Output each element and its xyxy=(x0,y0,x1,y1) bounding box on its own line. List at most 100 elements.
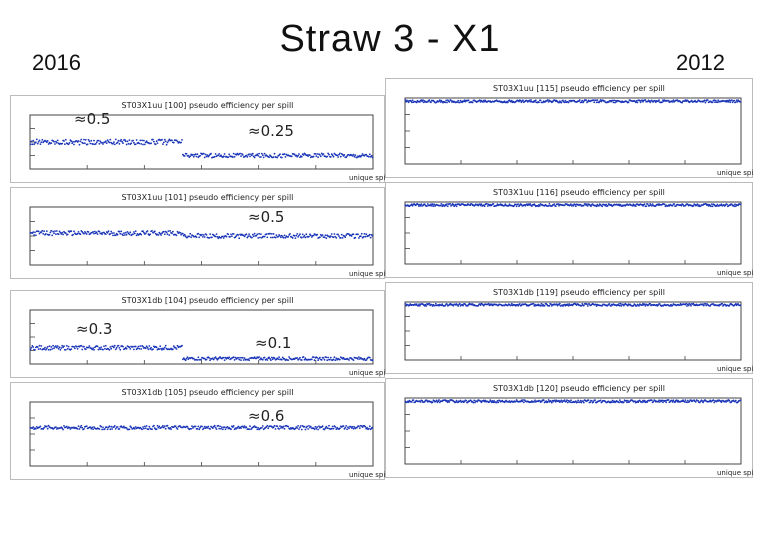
data-point xyxy=(158,348,161,350)
data-point xyxy=(298,428,300,430)
data-point xyxy=(370,154,373,157)
data-point xyxy=(265,233,268,235)
data-point xyxy=(184,235,187,238)
data-point xyxy=(514,203,517,206)
year-label-right: 2012 xyxy=(676,50,725,75)
data-point xyxy=(112,234,114,237)
data-point xyxy=(410,401,413,403)
data-point xyxy=(233,359,236,361)
data-point xyxy=(92,231,94,233)
data-point xyxy=(243,235,246,238)
data-point xyxy=(45,425,48,428)
data-point xyxy=(354,236,357,239)
data-point xyxy=(443,205,446,207)
data-point xyxy=(256,428,259,431)
data-point xyxy=(611,399,614,402)
data-point xyxy=(165,143,168,146)
data-point xyxy=(428,302,431,305)
data-point xyxy=(108,349,111,351)
data-point xyxy=(486,203,488,205)
data-point xyxy=(482,304,485,307)
data-point xyxy=(430,303,433,306)
data-point xyxy=(329,235,332,237)
data-point xyxy=(120,138,123,141)
data-point xyxy=(335,428,338,430)
chart-panel-2012-120: ST03X1db [120] pseudo efficiency per spi… xyxy=(385,378,753,478)
data-point xyxy=(456,101,459,103)
data-point xyxy=(686,401,688,404)
data-point xyxy=(39,143,42,145)
data-point xyxy=(440,203,443,205)
data-point xyxy=(151,230,153,232)
data-point xyxy=(29,348,32,351)
data-point xyxy=(346,428,348,431)
data-point xyxy=(414,204,417,207)
data-point xyxy=(242,359,245,361)
data-point xyxy=(518,204,521,207)
data-point xyxy=(202,236,204,238)
data-point xyxy=(533,305,536,307)
data-point xyxy=(32,426,35,428)
data-point xyxy=(622,401,625,403)
data-point xyxy=(221,235,224,238)
data-point xyxy=(229,236,232,238)
data-point xyxy=(279,425,281,427)
data-point xyxy=(227,233,230,236)
data-point xyxy=(205,234,208,236)
data-point xyxy=(564,99,567,102)
data-point xyxy=(252,235,255,238)
data-point xyxy=(235,153,238,156)
data-point xyxy=(143,425,146,428)
data-point xyxy=(450,99,452,102)
year-label-left: 2016 xyxy=(32,50,81,75)
data-point xyxy=(309,425,312,428)
data-point xyxy=(317,156,319,159)
data-point xyxy=(298,153,300,155)
data-point xyxy=(618,401,620,404)
data-point xyxy=(279,235,281,237)
data-point xyxy=(217,237,220,240)
data-point xyxy=(582,204,585,207)
data-point xyxy=(548,304,551,307)
data-point xyxy=(298,358,300,360)
data-point xyxy=(266,236,269,239)
data-point xyxy=(520,304,523,307)
data-point xyxy=(706,203,709,206)
data-point xyxy=(128,428,131,431)
data-point xyxy=(589,401,592,404)
data-point xyxy=(553,203,556,205)
data-point xyxy=(230,428,232,431)
data-point xyxy=(517,203,520,205)
data-point xyxy=(328,153,330,156)
data-point xyxy=(557,203,560,205)
data-point xyxy=(578,99,581,101)
data-point xyxy=(55,345,57,347)
data-point xyxy=(365,233,368,236)
data-point xyxy=(188,235,191,238)
data-point xyxy=(309,234,312,237)
data-point xyxy=(364,425,367,428)
data-point xyxy=(270,233,273,235)
data-point xyxy=(50,346,53,348)
data-point xyxy=(479,101,482,103)
data-point xyxy=(445,204,448,207)
data-point xyxy=(683,400,686,403)
data-point xyxy=(506,101,509,104)
data-point xyxy=(143,231,145,234)
data-point xyxy=(492,203,495,205)
data-point xyxy=(99,348,102,351)
data-point xyxy=(162,426,165,429)
data-point xyxy=(304,236,307,239)
data-point xyxy=(538,205,541,207)
data-point xyxy=(444,101,447,104)
data-point xyxy=(580,401,583,404)
data-point xyxy=(711,101,714,104)
data-point xyxy=(308,235,310,238)
data-point xyxy=(232,425,235,427)
data-point xyxy=(649,101,652,104)
data-point xyxy=(68,142,71,144)
data-point xyxy=(274,236,277,239)
data-point xyxy=(606,204,609,207)
data-point xyxy=(692,302,695,305)
data-point xyxy=(725,401,728,403)
